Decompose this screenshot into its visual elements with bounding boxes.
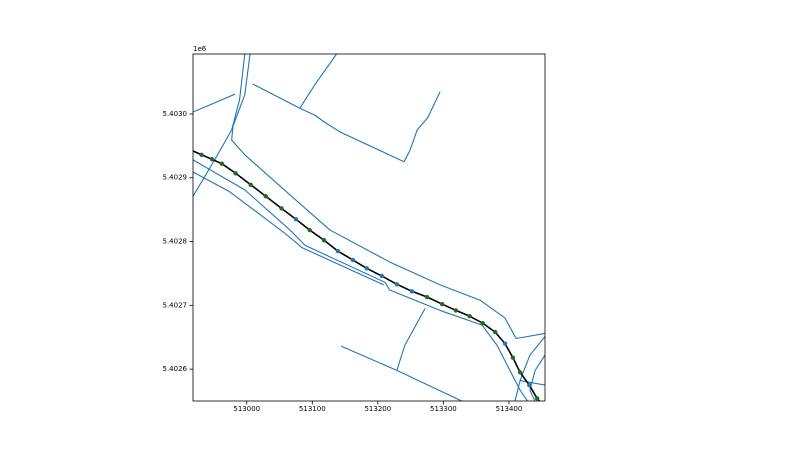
point	[480, 320, 485, 326]
y-tick-label: 5.4029	[163, 174, 188, 182]
x-tick-label: 513000	[233, 405, 260, 413]
road	[231, 54, 545, 340]
point	[467, 313, 472, 319]
road	[299, 54, 337, 109]
point	[248, 182, 253, 187]
y-offset-label: 1e6	[193, 45, 207, 53]
point	[492, 329, 498, 335]
point	[502, 341, 508, 346]
point	[439, 301, 445, 307]
point	[279, 206, 284, 211]
x-tick-label: 513200	[364, 405, 391, 413]
plot-area	[193, 54, 545, 401]
point	[364, 266, 369, 271]
road	[529, 354, 545, 401]
y-tick-label: 5.4026	[163, 365, 188, 373]
road	[514, 336, 545, 401]
point	[307, 227, 312, 233]
point	[293, 217, 299, 222]
x-tick-label: 513100	[299, 405, 326, 413]
axes-frame	[192, 53, 546, 402]
point	[424, 294, 430, 300]
road	[252, 83, 441, 163]
point	[350, 257, 356, 263]
point	[379, 273, 384, 279]
point	[199, 152, 204, 157]
x-tick-label: 513400	[496, 405, 523, 413]
point	[335, 248, 341, 254]
road	[193, 171, 384, 286]
point	[517, 370, 523, 375]
point	[409, 289, 415, 294]
x-tick-label: 513300	[430, 405, 457, 413]
point	[534, 396, 540, 401]
point	[510, 355, 516, 360]
y-tick-label: 5.4030	[163, 110, 188, 118]
point	[219, 161, 225, 166]
road	[519, 380, 545, 386]
point	[263, 194, 268, 199]
road	[396, 308, 426, 371]
road	[193, 93, 236, 113]
road	[193, 159, 529, 401]
point	[233, 171, 238, 176]
point	[453, 308, 459, 313]
y-tick-label: 5.4028	[163, 238, 188, 246]
y-tick-label: 5.4027	[163, 301, 188, 309]
point	[394, 282, 400, 287]
road	[193, 54, 246, 197]
point	[527, 382, 532, 388]
point	[209, 157, 215, 162]
point	[321, 238, 327, 243]
